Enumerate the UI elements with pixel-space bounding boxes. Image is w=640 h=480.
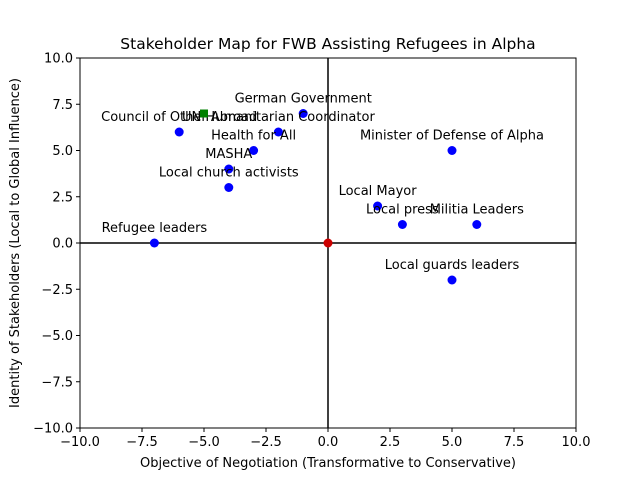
stakeholder-point: [397, 220, 407, 229]
y-tick-label: −5.0: [41, 329, 73, 344]
stakeholder-label: Health for All: [211, 129, 296, 144]
x-tick-label: 5.0: [442, 435, 463, 450]
x-tick-label: 2.5: [380, 435, 401, 450]
x-tick-label: −2.5: [250, 435, 282, 450]
stakeholder-label: Local press: [366, 203, 439, 218]
x-tick-label: 7.5: [504, 435, 525, 450]
stakeholder-point: [472, 220, 482, 229]
stakeholder-label: Local Mayor: [339, 184, 418, 199]
stakeholder-point: [273, 127, 283, 137]
stakeholder-point: [174, 127, 184, 137]
x-tick-label: −7.5: [126, 435, 158, 450]
x-axis-title: Objective of Negotiation (Transformative…: [140, 456, 516, 471]
y-tick-label: 2.5: [52, 190, 73, 205]
y-tick-label: −7.5: [41, 375, 73, 390]
x-tick-label: −10.0: [60, 435, 100, 450]
stakeholder-label: Militia Leaders: [430, 203, 524, 218]
stakeholder-label: German Government: [235, 92, 372, 107]
x-tick-label: 0.0: [318, 435, 339, 450]
stakeholder-point: [224, 183, 234, 192]
stakeholder-label: MASHA: [205, 147, 252, 162]
stakeholder-label: Local guards leaders: [385, 258, 520, 273]
stakeholder-point: [149, 238, 159, 248]
plot-area: −10.0 −7.5 −5.0 −2.5 0.0 2.5 5.0 7.5 10.0 −10.0 −7…: [33, 52, 590, 451]
stakeholder-point: [447, 146, 457, 155]
y-tick-label: −2.5: [41, 283, 73, 298]
stakeholder-label: Local church activists: [159, 166, 299, 181]
chart-title: Stakeholder Map for FWB Assisting Refuge…: [120, 35, 535, 53]
stakeholder-point: [373, 201, 383, 211]
stakeholder-point: [447, 275, 457, 285]
stakeholder-label: Council of Other Abroad: [101, 110, 257, 125]
y-axis-title: Identity of Stakeholders (Local to Globa…: [8, 78, 23, 408]
y-tick-label: −10.0: [33, 422, 73, 437]
stakeholder-label: Minister of Defense of Alpha: [360, 129, 544, 144]
stakeholder-label: UN Humanitarian Coordinator: [182, 110, 375, 125]
stakeholder-point: [224, 164, 234, 174]
highlight-marker: [200, 109, 208, 118]
y-tick-label: 0.0: [52, 237, 73, 252]
x-tick-label: −5.0: [188, 435, 220, 450]
x-tick-label: 10.0: [562, 435, 591, 450]
stakeholder-label: Refugee leaders: [102, 221, 208, 236]
stakeholder-point: [298, 109, 308, 118]
stakeholder-point: [249, 146, 259, 155]
y-tick-label: 5.0: [52, 144, 73, 159]
y-tick-label: 7.5: [52, 98, 73, 113]
y-tick-label: 10.0: [44, 52, 73, 67]
origin-point: [323, 238, 333, 248]
